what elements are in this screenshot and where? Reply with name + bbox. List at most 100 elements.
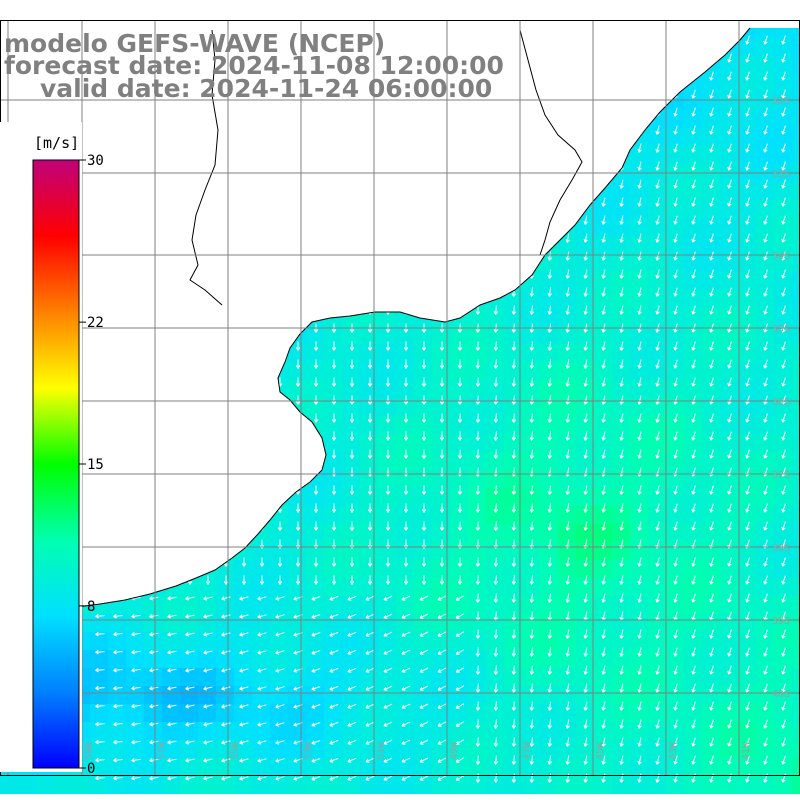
wind-arrow [745, 449, 750, 459]
longitude-label: 43W [668, 741, 679, 760]
wind-arrow [401, 667, 411, 673]
wind-arrow [511, 647, 517, 657]
wind-arrow [637, 449, 642, 459]
wind-arrow [185, 668, 195, 673]
wind-arrow [493, 593, 499, 603]
wind-arrow [367, 503, 373, 513]
wind-arrow [763, 125, 768, 135]
wind-arrow [709, 521, 714, 531]
wind-arrow [421, 341, 427, 351]
wind-arrow [673, 683, 678, 693]
wind-arrow [673, 575, 678, 585]
wind-arrow [313, 575, 319, 585]
wind-arrow [673, 647, 678, 657]
wind-arrow [113, 632, 123, 637]
wind-arrow [601, 413, 606, 423]
wind-arrow [655, 251, 660, 261]
wind-arrow [221, 650, 231, 655]
wind-arrow [763, 413, 768, 423]
wind-arrow [475, 557, 481, 567]
wind-arrow [691, 755, 696, 765]
wind-arrow [347, 775, 357, 781]
wind-arrow [383, 613, 393, 619]
wind-arrow [745, 143, 750, 153]
wind-arrow [745, 179, 750, 189]
wind-arrow [311, 686, 321, 691]
wind-arrow [347, 667, 357, 673]
wind-arrow [529, 359, 534, 369]
wind-arrow [439, 575, 445, 585]
wind-arrow [637, 341, 642, 351]
wind-arrow [655, 377, 660, 387]
wind-arrow [149, 740, 159, 745]
wind-arrow [691, 683, 696, 693]
wind-arrow [619, 503, 624, 513]
wind-arrow [529, 647, 534, 657]
wind-arrow [185, 686, 195, 691]
colorbar-tick-label: 0 [87, 761, 95, 777]
wind-arrow [385, 521, 391, 531]
wind-arrow [331, 557, 337, 567]
wind-arrow [781, 161, 786, 171]
wind-arrow [673, 269, 678, 279]
wind-arrow [95, 667, 105, 673]
wind-arrow [727, 575, 732, 585]
wind-arrow [727, 89, 732, 99]
wind-arrow [763, 647, 768, 657]
wind-arrow [655, 575, 660, 585]
wind-arrow [655, 179, 660, 189]
longitude-label: 49W [449, 741, 460, 760]
wind-arrow [367, 557, 373, 567]
wind-arrow [383, 667, 393, 673]
wind-arrow [403, 359, 409, 369]
wind-arrow [185, 758, 195, 763]
wind-arrow [401, 631, 411, 637]
wind-arrow [691, 215, 696, 225]
wind-arrow [727, 71, 732, 81]
coastline [0, 27, 751, 617]
wind-arrow [149, 614, 159, 619]
wind-arrow [221, 740, 231, 745]
wind-arrow [691, 593, 696, 603]
wind-arrow [313, 395, 319, 405]
wind-arrow [329, 613, 339, 619]
latitude-label: 32S [772, 96, 790, 107]
wind-arrow [313, 503, 319, 513]
wind-arrow [691, 251, 696, 261]
wind-arrow [673, 305, 678, 315]
wind-arrow [763, 359, 768, 369]
wind-arrow [203, 758, 213, 763]
wind-arrow [691, 125, 696, 135]
wind-arrow [601, 197, 606, 207]
wind-arrow [655, 755, 660, 765]
wind-arrow [691, 377, 696, 387]
wind-arrow [367, 413, 373, 423]
wind-arrow [583, 683, 588, 693]
wind-arrow [437, 721, 447, 727]
wind-arrow [275, 722, 285, 727]
wind-arrow [709, 341, 714, 351]
wind-arrow [385, 557, 391, 567]
wind-arrow [655, 305, 660, 315]
wind-arrow [529, 341, 534, 351]
wind-arrow [311, 614, 321, 619]
wind-arrow [365, 775, 375, 781]
wind-arrow [455, 667, 465, 673]
wind-arrow [257, 596, 267, 601]
wind-arrow [619, 485, 624, 495]
wind-arrow [601, 719, 606, 729]
wind-arrow [529, 593, 534, 603]
wind-arrow [781, 719, 786, 729]
wind-arrow [745, 377, 750, 387]
wind-arrow [763, 161, 768, 171]
wind-arrow [691, 161, 696, 171]
wind-arrow [131, 686, 141, 691]
wind-arrow [257, 614, 267, 619]
wind-arrow [295, 521, 301, 531]
wind-arrow [601, 701, 606, 711]
wind-arrow [691, 359, 696, 369]
wind-arrow [745, 413, 750, 423]
wind-arrow [349, 395, 355, 405]
wind-arrow [637, 395, 642, 405]
wind-arrow [349, 449, 355, 459]
